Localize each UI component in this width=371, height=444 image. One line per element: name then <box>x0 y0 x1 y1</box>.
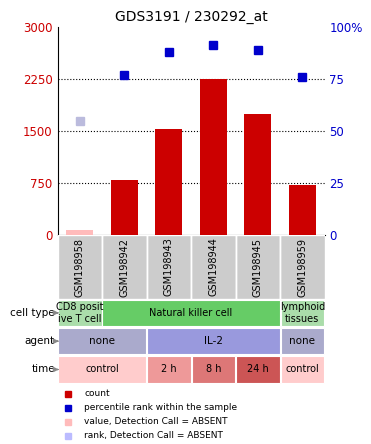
Text: GSM198944: GSM198944 <box>209 238 218 297</box>
Text: count: count <box>84 389 110 398</box>
Bar <box>58 328 146 354</box>
Text: agent: agent <box>25 336 55 346</box>
Text: CD8 posit
ive T cell: CD8 posit ive T cell <box>56 302 104 324</box>
Bar <box>111 180 138 235</box>
Text: IL-2: IL-2 <box>204 336 223 346</box>
Text: lymphoid
tissues: lymphoid tissues <box>280 302 325 324</box>
Text: percentile rank within the sample: percentile rank within the sample <box>84 403 237 412</box>
Bar <box>58 357 146 383</box>
Bar <box>280 328 324 354</box>
Bar <box>58 235 102 299</box>
Text: cell type: cell type <box>10 308 55 318</box>
Text: 2 h: 2 h <box>161 365 177 374</box>
Text: 8 h: 8 h <box>206 365 221 374</box>
Bar <box>58 300 102 326</box>
Bar <box>200 79 227 235</box>
Text: Natural killer cell: Natural killer cell <box>150 308 233 318</box>
Bar <box>191 357 235 383</box>
Bar <box>236 357 280 383</box>
Bar <box>147 235 191 299</box>
Bar <box>147 357 191 383</box>
Text: GSM198943: GSM198943 <box>164 238 174 297</box>
Text: rank, Detection Call = ABSENT: rank, Detection Call = ABSENT <box>84 431 223 440</box>
Text: GSM198958: GSM198958 <box>75 238 85 297</box>
Text: control: control <box>286 365 319 374</box>
Text: none: none <box>289 336 315 346</box>
Bar <box>155 129 182 235</box>
Bar <box>280 235 325 299</box>
Text: GSM198959: GSM198959 <box>298 238 307 297</box>
Text: value, Detection Call = ABSENT: value, Detection Call = ABSENT <box>84 417 228 426</box>
Bar <box>280 357 324 383</box>
Text: 24 h: 24 h <box>247 365 269 374</box>
Bar <box>102 235 147 299</box>
Bar <box>280 300 324 326</box>
Bar <box>191 235 236 299</box>
Bar <box>66 230 93 235</box>
Text: control: control <box>85 365 119 374</box>
Title: GDS3191 / 230292_at: GDS3191 / 230292_at <box>115 10 267 24</box>
Bar <box>236 235 280 299</box>
Text: none: none <box>89 336 115 346</box>
Text: time: time <box>31 365 55 374</box>
Bar <box>289 185 316 235</box>
Bar <box>244 114 271 235</box>
Bar <box>147 328 280 354</box>
Text: GSM198945: GSM198945 <box>253 238 263 297</box>
Bar <box>102 300 280 326</box>
Text: GSM198942: GSM198942 <box>119 238 129 297</box>
